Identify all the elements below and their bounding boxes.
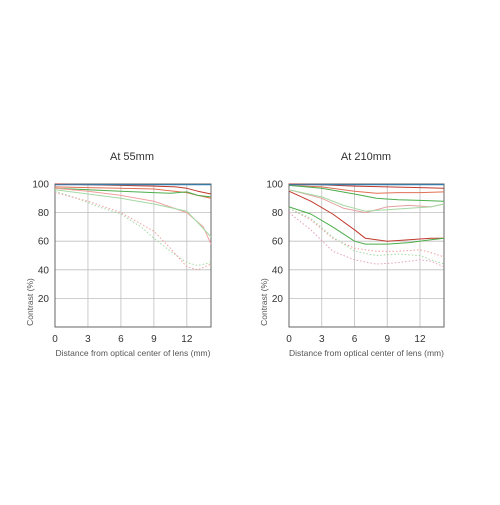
y-tick-label: 40 (38, 265, 50, 276)
x-tick-label: 12 (414, 334, 426, 345)
series-line-11 (288, 212, 445, 268)
x-tick-label: 3 (319, 334, 325, 345)
y-tick-label: 100 (266, 180, 283, 191)
series-line-7 (54, 190, 212, 266)
chart-title: At 210mm (341, 151, 391, 163)
y-tick-label: 80 (272, 208, 284, 219)
series-line-3 (288, 184, 445, 202)
series-line-8 (288, 206, 445, 245)
x-tick-label: 3 (85, 334, 91, 345)
series-line-10 (288, 207, 445, 265)
y-tick-label: 60 (38, 237, 50, 248)
y-tick-label: 100 (32, 180, 49, 191)
x-tick-label: 0 (286, 334, 292, 345)
x-tick-label: 6 (118, 334, 124, 345)
chart-panel-1: At 55mm 0 3 6 9 12 20 40 60 80 100 Distance from op… (25, 151, 212, 358)
y-tick-label: 20 (272, 294, 284, 305)
series-line-2 (288, 184, 445, 194)
y-tick-label: 20 (38, 294, 50, 305)
series-line-6 (288, 189, 445, 212)
x-tick-label: 9 (384, 334, 390, 345)
x-axis-label: Distance from optical center of lens (mm… (289, 348, 444, 358)
series-line-3 (54, 187, 212, 198)
series-line-9 (288, 207, 445, 258)
x-tick-label: 9 (151, 334, 157, 345)
chart-panel-2: At 210mm 0 3 6 9 12 20 40 60 80 100 Distance from o… (259, 151, 445, 358)
plot-frame (54, 183, 212, 328)
series-line-7 (288, 190, 444, 242)
y-axis-label: Contrast (%) (259, 278, 269, 326)
series-line-6 (54, 189, 212, 238)
x-tick-label: 6 (352, 334, 358, 345)
y-tick-label: 60 (272, 237, 284, 248)
series-line-5 (288, 189, 445, 214)
series-line-5 (54, 187, 212, 245)
x-tick-label: 12 (181, 334, 193, 345)
y-tick-label: 80 (38, 208, 50, 219)
y-axis-label: Contrast (%) (25, 278, 35, 326)
series-line-8 (54, 192, 212, 271)
x-axis-label: Distance from optical center of lens (mm… (56, 348, 211, 358)
y-tick-label: 40 (272, 265, 284, 276)
plot-frame (288, 183, 445, 328)
x-tick-label: 0 (52, 334, 58, 345)
chart-title: At 55mm (110, 151, 154, 163)
